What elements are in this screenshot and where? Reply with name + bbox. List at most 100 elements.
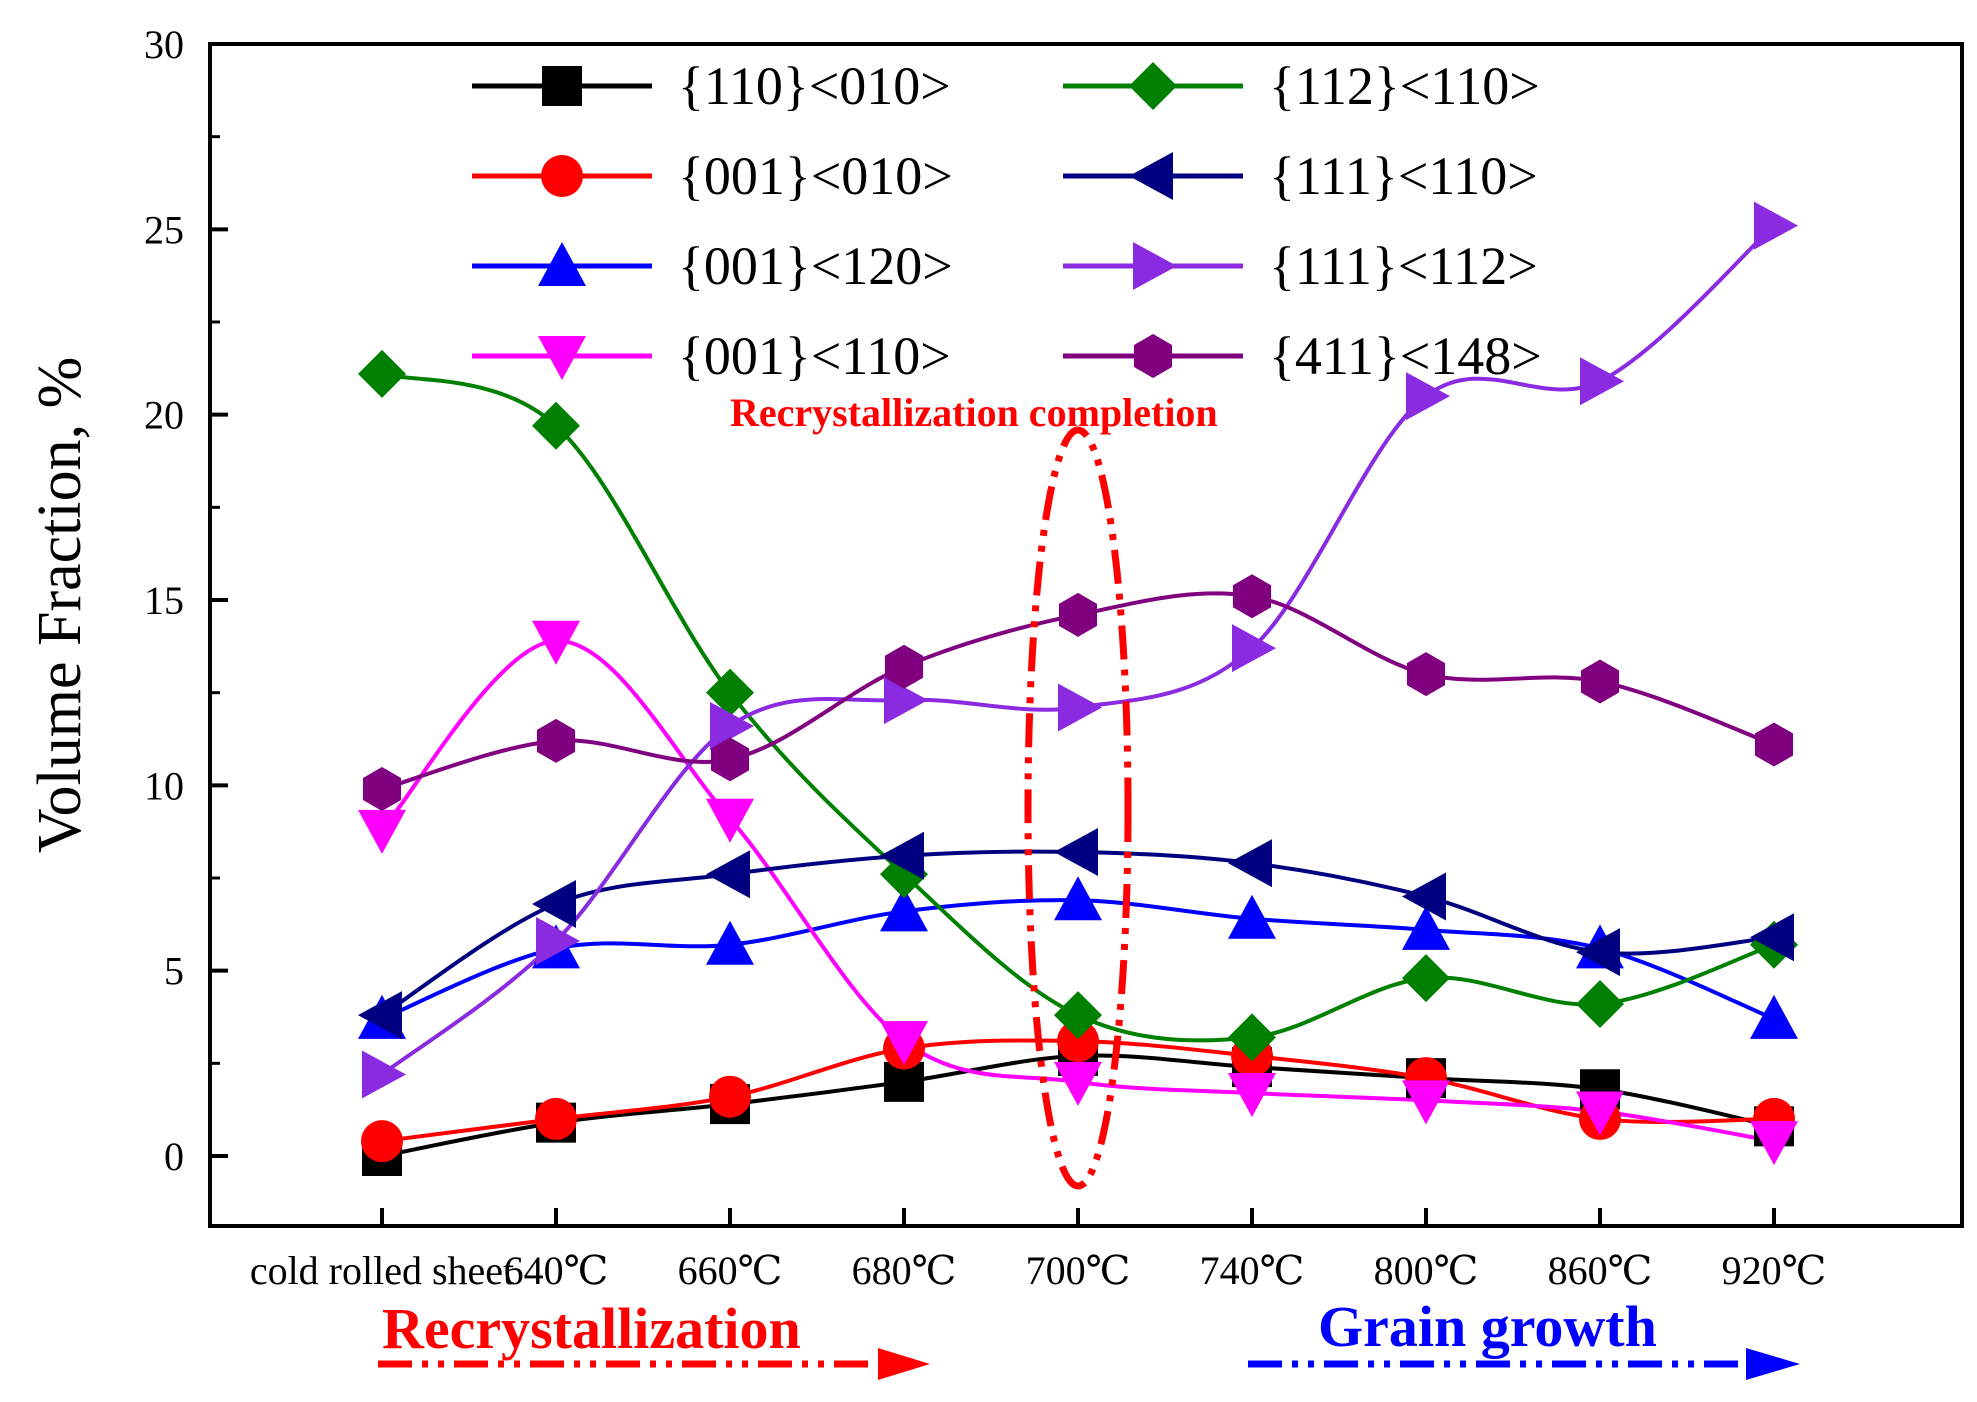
series-point-3-5 [1228, 1072, 1276, 1117]
series-point-1-0 [361, 1120, 403, 1163]
series-point-6-5 [1232, 624, 1276, 673]
legend-label: {001}<120> [678, 236, 953, 296]
series-point-6-0 [362, 1050, 406, 1099]
series-point-3-6 [1402, 1080, 1450, 1125]
series-point-5-8 [1750, 913, 1794, 962]
series-point-3-7 [1576, 1091, 1624, 1136]
series-point-2-4 [1054, 876, 1102, 921]
y-tick-label: 20 [144, 393, 184, 438]
y-tick-label: 0 [164, 1134, 184, 1179]
x-tick-label: 740℃ [1200, 1248, 1305, 1293]
legend-label: {111}<110> [1269, 146, 1538, 206]
series-point-7-1 [536, 718, 576, 763]
series-point-3-1 [532, 620, 580, 665]
x-tick-label: 680℃ [852, 1248, 957, 1293]
legend-marker [1129, 152, 1173, 200]
series-point-5-0 [358, 991, 402, 1040]
series-point-6-2 [710, 702, 754, 751]
recrystallization-completion-label: Recrystallization completion [730, 390, 1218, 435]
series-point-6-4 [1058, 683, 1102, 732]
legend: {110}<010> {001}<010> {001}<120> {001}<110>… [472, 56, 1542, 386]
series-point-2-2 [706, 920, 754, 965]
series-point-1-1 [535, 1097, 577, 1140]
legend-label: {112}<110> [1269, 56, 1540, 116]
legend-marker [538, 336, 586, 380]
series-point-7-7 [1580, 659, 1620, 704]
series-point-4-6 [1402, 954, 1450, 1003]
series-point-1-4 [1057, 1020, 1099, 1063]
legend-label: {110}<010> [678, 56, 951, 116]
series-point-7-5 [1232, 574, 1272, 619]
legend-marker [538, 242, 586, 286]
series-point-1-2 [709, 1075, 751, 1118]
series-point-5-6 [1402, 872, 1446, 921]
series-point-5-4 [1054, 828, 1098, 877]
y-tick-label: 30 [144, 22, 184, 67]
recrystallization-completion-ellipse [1024, 426, 1132, 1190]
x-tick-label: 860℃ [1548, 1248, 1653, 1293]
plot-frame [208, 42, 1964, 1228]
y-tick-label: 25 [144, 207, 184, 252]
series-point-7-6 [1406, 652, 1446, 697]
series-point-2-3 [880, 887, 928, 932]
legend-label: {001}<010> [678, 146, 953, 206]
series-point-6-7 [1580, 357, 1624, 406]
series-point-5-5 [1228, 839, 1272, 888]
series-point-7-2 [710, 737, 750, 782]
legend-label: {111}<112> [1269, 236, 1538, 296]
series-point-6-6 [1406, 372, 1450, 421]
series-line-5 [380, 849, 1775, 1017]
x-tick-label: 640℃ [504, 1248, 609, 1293]
x-tick-label: 700℃ [1026, 1248, 1131, 1293]
x-tick-label: cold rolled sheet [250, 1248, 514, 1293]
series-point-2-6 [1402, 905, 1450, 950]
series-point-4-1 [532, 401, 580, 450]
series-point-7-8 [1754, 722, 1794, 767]
series-point-4-0 [358, 349, 406, 398]
series-point-6-3 [884, 676, 928, 725]
series-point-5-1 [532, 879, 576, 928]
series-point-3-0 [358, 809, 406, 854]
series-point-5-7 [1576, 928, 1620, 977]
grain-growth-label: Grain growth [1318, 1294, 1657, 1359]
legend-marker [541, 155, 583, 197]
series-point-3-3 [880, 1021, 928, 1066]
x-tick-label: 660℃ [678, 1248, 783, 1293]
series-point-4-5 [1228, 1013, 1276, 1062]
legend-marker [1133, 242, 1177, 290]
legend-label: {001}<110> [678, 326, 951, 386]
x-tick-label: 800℃ [1374, 1248, 1479, 1293]
series-line-3 [380, 638, 1775, 1144]
series-point-5-2 [706, 850, 750, 899]
series-point-3-4 [1054, 1061, 1102, 1106]
series-point-6-8 [1754, 201, 1798, 250]
recrystallization-label: Recrystallization [382, 1296, 801, 1361]
series-point-7-0 [362, 767, 402, 812]
legend-marker [1133, 334, 1173, 378]
series-point-4-7 [1576, 980, 1624, 1029]
y-tick-label: 15 [144, 578, 184, 623]
y-tick-label: 5 [164, 949, 184, 994]
series-point-3-8 [1750, 1121, 1798, 1166]
series-point-6-1 [536, 917, 580, 966]
series-markers [358, 201, 1798, 1176]
legend-marker [1129, 62, 1177, 110]
legend-marker [542, 66, 582, 106]
series-point-4-2 [706, 668, 754, 717]
series-point-7-4 [1058, 592, 1098, 637]
series-point-5-3 [880, 831, 924, 880]
legend-label: {411}<148> [1269, 326, 1542, 386]
y-tick-label: 10 [144, 763, 184, 808]
y-axis-label: Volume Fraction, % [26, 357, 94, 854]
series-point-2-5 [1228, 894, 1276, 939]
x-tick-label: 920℃ [1722, 1248, 1827, 1293]
series-point-4-4 [1054, 991, 1102, 1040]
series-point-7-3 [884, 644, 924, 689]
recrystallization-arrowhead [878, 1348, 930, 1380]
series-line-4 [381, 371, 1775, 1043]
series-point-3-2 [706, 798, 754, 843]
series-point-2-8 [1750, 994, 1798, 1039]
grain-growth-arrowhead [1746, 1348, 1800, 1380]
